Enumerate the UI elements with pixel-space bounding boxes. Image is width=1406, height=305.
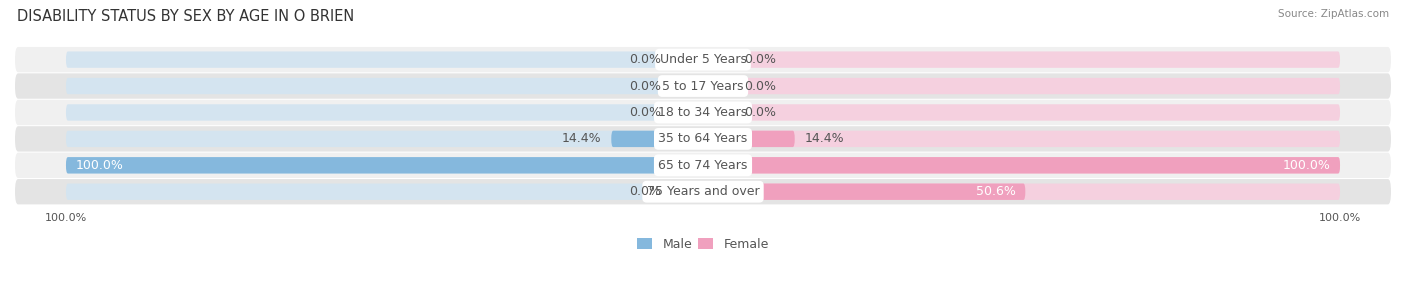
Text: 75 Years and over: 75 Years and over: [647, 185, 759, 198]
FancyBboxPatch shape: [66, 157, 703, 174]
FancyBboxPatch shape: [671, 104, 703, 121]
FancyBboxPatch shape: [703, 104, 735, 121]
FancyBboxPatch shape: [66, 184, 703, 200]
FancyBboxPatch shape: [66, 78, 703, 94]
Text: Source: ZipAtlas.com: Source: ZipAtlas.com: [1278, 9, 1389, 19]
FancyBboxPatch shape: [671, 78, 703, 94]
FancyBboxPatch shape: [671, 52, 703, 68]
FancyBboxPatch shape: [703, 78, 1340, 94]
Text: 14.4%: 14.4%: [804, 132, 844, 145]
Text: 0.0%: 0.0%: [630, 53, 662, 66]
Text: DISABILITY STATUS BY SEX BY AGE IN O BRIEN: DISABILITY STATUS BY SEX BY AGE IN O BRI…: [17, 9, 354, 24]
FancyBboxPatch shape: [703, 131, 1340, 147]
Text: 5 to 17 Years: 5 to 17 Years: [662, 80, 744, 92]
FancyBboxPatch shape: [15, 179, 1391, 204]
Text: 100.0%: 100.0%: [1282, 159, 1330, 172]
FancyBboxPatch shape: [15, 47, 1391, 72]
FancyBboxPatch shape: [15, 152, 1391, 178]
FancyBboxPatch shape: [703, 104, 1340, 121]
Text: 0.0%: 0.0%: [630, 80, 662, 92]
Text: 100.0%: 100.0%: [76, 159, 124, 172]
FancyBboxPatch shape: [703, 157, 1340, 174]
Text: 0.0%: 0.0%: [744, 53, 776, 66]
FancyBboxPatch shape: [703, 184, 1340, 200]
FancyBboxPatch shape: [15, 126, 1391, 152]
Text: 0.0%: 0.0%: [744, 80, 776, 92]
FancyBboxPatch shape: [703, 157, 1340, 174]
FancyBboxPatch shape: [612, 131, 703, 147]
Text: Under 5 Years: Under 5 Years: [659, 53, 747, 66]
FancyBboxPatch shape: [703, 52, 735, 68]
Text: 35 to 64 Years: 35 to 64 Years: [658, 132, 748, 145]
FancyBboxPatch shape: [66, 104, 703, 121]
Text: 14.4%: 14.4%: [562, 132, 602, 145]
FancyBboxPatch shape: [66, 52, 703, 68]
FancyBboxPatch shape: [66, 131, 703, 147]
Text: 65 to 74 Years: 65 to 74 Years: [658, 159, 748, 172]
FancyBboxPatch shape: [703, 131, 794, 147]
FancyBboxPatch shape: [66, 157, 703, 174]
FancyBboxPatch shape: [15, 74, 1391, 99]
Text: 0.0%: 0.0%: [630, 185, 662, 198]
Text: 0.0%: 0.0%: [744, 106, 776, 119]
FancyBboxPatch shape: [703, 184, 1025, 200]
Text: 18 to 34 Years: 18 to 34 Years: [658, 106, 748, 119]
Text: 50.6%: 50.6%: [976, 185, 1015, 198]
Legend: Male, Female: Male, Female: [633, 233, 773, 256]
Text: 0.0%: 0.0%: [630, 106, 662, 119]
FancyBboxPatch shape: [15, 100, 1391, 125]
FancyBboxPatch shape: [671, 184, 703, 200]
FancyBboxPatch shape: [703, 78, 735, 94]
FancyBboxPatch shape: [703, 52, 1340, 68]
